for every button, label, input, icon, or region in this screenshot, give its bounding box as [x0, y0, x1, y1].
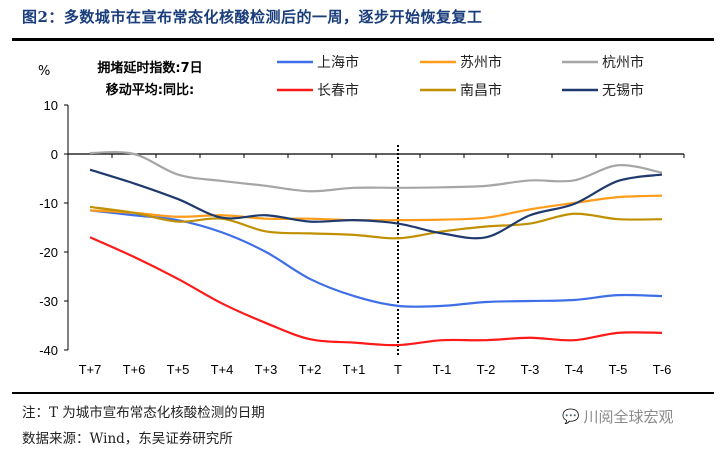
x-tick-label: T-2 [477, 362, 496, 377]
x-tick-label: T+6 [123, 362, 146, 377]
y-tick-label: -10 [39, 196, 58, 211]
x-tick-label: T+3 [255, 362, 278, 377]
y-tick-label: 10 [44, 98, 58, 113]
footnote: 注：T 为城市宣布常态化核酸检测的日期 [22, 405, 265, 421]
watermark-text: 川阅全球宏观 [583, 408, 674, 426]
x-tick-label: T-4 [565, 362, 584, 377]
source-note: 数据来源：Wind，东吴证券研究所 [22, 431, 233, 447]
y-unit-label: % [38, 64, 50, 79]
x-tick-label: T+5 [167, 362, 190, 377]
series-group [89, 151, 663, 347]
legend-label: 上海市 [317, 54, 359, 71]
legend-label: 长春市 [317, 82, 359, 99]
series-line-3 [89, 151, 663, 193]
legend-label: 苏州市 [460, 54, 502, 71]
x-tick-label: T+7 [79, 362, 102, 377]
title-rule [12, 38, 714, 41]
x-tick-label: T-3 [521, 362, 540, 377]
legend-label: 无锡市 [602, 82, 644, 99]
footer-rule [12, 392, 714, 394]
series-line-1 [89, 209, 663, 308]
x-tick-label: T+2 [299, 362, 322, 377]
x-tick-label: T+4 [211, 362, 234, 377]
legend-label: 杭州市 [602, 54, 644, 71]
x-tick-label: T-5 [609, 362, 628, 377]
indicator-label-line1: 拥堵延时指数:7日 [97, 60, 202, 76]
series-line-5 [89, 205, 663, 240]
y-tick-label: -30 [39, 294, 58, 309]
y-tick-label: -20 [39, 245, 58, 260]
x-tick-label: T [394, 362, 402, 377]
watermark: 💬 川阅全球宏观 [562, 406, 673, 427]
legend-label: 南昌市 [460, 82, 502, 99]
series-line-6 [89, 168, 663, 240]
indicator-label-line2: 移动平均:同比: [106, 82, 194, 98]
x-tick-label: T+1 [343, 362, 366, 377]
y-tick-label: -40 [39, 343, 58, 358]
series-line-4 [89, 236, 663, 347]
wechat-icon: 💬 [562, 408, 580, 425]
x-tick-label: T-1 [433, 362, 452, 377]
figure-title: 图2：多数城市在宣布常态化核酸检测后的一周，逐步开始恢复复工 [22, 8, 483, 26]
y-tick-label: 0 [51, 147, 58, 162]
x-tick-label: T-6 [653, 362, 672, 377]
axes: 10 0 -10 -20 -30 -40 T+7 T+6 T+5 T+4 T+3 T+2 T+1 T T-1… [39, 98, 685, 377]
